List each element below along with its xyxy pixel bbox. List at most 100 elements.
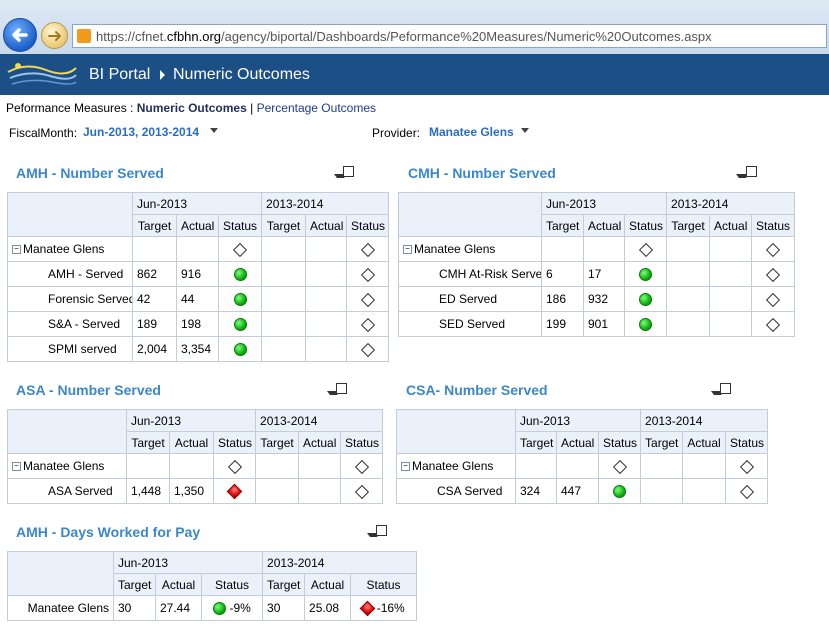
status-none-icon bbox=[360, 317, 375, 332]
table-cell bbox=[217, 311, 263, 337]
asa-panel-menu-icon[interactable] bbox=[327, 391, 340, 395]
table-cell: 199 bbox=[541, 311, 584, 337]
status-none-icon bbox=[612, 459, 627, 474]
csa-panel-menu-icon[interactable] bbox=[711, 391, 724, 395]
fiscal-month-value[interactable]: Jun-2013, 2013-2014 bbox=[83, 125, 200, 139]
back-button[interactable] bbox=[3, 18, 37, 52]
table-cell bbox=[346, 311, 390, 337]
group-label: Manatee Glens bbox=[23, 242, 105, 256]
status-red-icon bbox=[226, 484, 243, 500]
group-label: Manatee Glens bbox=[412, 459, 494, 473]
column-header: Actual bbox=[176, 214, 219, 237]
table-cell bbox=[212, 453, 257, 479]
status-delta: -16% bbox=[376, 601, 405, 615]
breadcrumb-separator-icon bbox=[160, 70, 165, 80]
table-cell bbox=[682, 478, 727, 504]
group-row: − Manatee Glens bbox=[7, 453, 384, 479]
url-text[interactable]: https://cfnet.cfbhn.org/agency/biportal/… bbox=[96, 29, 712, 44]
column-header: Actual bbox=[305, 214, 348, 237]
csa-panel-checkbox[interactable] bbox=[720, 383, 731, 394]
breadcrumb-active: Numeric Outcomes bbox=[136, 101, 247, 115]
column-header: Target bbox=[262, 573, 306, 596]
table-cell bbox=[666, 311, 711, 337]
address-bar[interactable] bbox=[72, 24, 827, 48]
table-cell: 1,350 bbox=[169, 478, 214, 504]
portal-title[interactable]: BI Portal bbox=[89, 66, 151, 83]
column-header: Target bbox=[666, 214, 711, 237]
column-header: Status bbox=[212, 431, 257, 454]
table-cell bbox=[751, 261, 796, 287]
days-panel-menu-icon[interactable] bbox=[367, 533, 380, 537]
column-header: Status bbox=[340, 431, 384, 454]
collapse-icon[interactable]: − bbox=[401, 462, 410, 472]
table-row: CSA Served 324 447 bbox=[396, 478, 769, 504]
cmh-table: Jun-2013 2013-2014 Target Actual Status Targ… bbox=[398, 192, 796, 337]
provider-value[interactable]: Manatee Glens bbox=[429, 125, 514, 139]
table-cell bbox=[346, 236, 390, 262]
cmh-panel-menu-icon[interactable] bbox=[736, 174, 749, 178]
table-cell bbox=[255, 478, 300, 504]
table-cell: SPMI served bbox=[7, 336, 133, 362]
period-header: Jun-2013 bbox=[112, 551, 264, 574]
status-none-icon bbox=[360, 267, 375, 282]
table-cell: 42 bbox=[132, 286, 177, 312]
column-header: Status bbox=[725, 431, 769, 454]
column-header: Target bbox=[255, 431, 300, 454]
amh-panel-checkbox[interactable] bbox=[343, 166, 354, 177]
table-cell bbox=[217, 286, 263, 312]
table-cell: − Manatee Glens bbox=[398, 236, 542, 262]
table-cell bbox=[666, 236, 711, 262]
status-none-icon bbox=[638, 242, 653, 257]
table-row: Manatee Glens 30 27.44 -9% 30 25.08 -16% bbox=[7, 595, 418, 621]
page-title: Numeric Outcomes bbox=[173, 66, 310, 83]
status-green-icon bbox=[233, 268, 247, 282]
status-none-icon bbox=[360, 292, 375, 307]
collapse-icon[interactable]: − bbox=[12, 462, 21, 472]
csa-panel-title: CSA- Number Served bbox=[406, 382, 548, 398]
status-none-icon bbox=[227, 459, 242, 474]
fiscal-month-label: FiscalMonth: bbox=[9, 126, 78, 140]
forward-button[interactable] bbox=[41, 22, 68, 49]
table-cell bbox=[709, 261, 753, 287]
table-cell bbox=[623, 261, 668, 287]
table-cell: − Manatee Glens bbox=[7, 453, 127, 479]
amh-panel-menu-icon[interactable] bbox=[334, 174, 347, 178]
column-header: Target bbox=[515, 431, 557, 454]
column-header: Status bbox=[200, 573, 264, 596]
table-cell bbox=[7, 409, 127, 454]
collapse-icon[interactable]: − bbox=[403, 245, 412, 255]
table-cell bbox=[126, 453, 170, 479]
status-none-icon bbox=[232, 242, 248, 257]
table-cell bbox=[709, 311, 753, 337]
period-header: 2013-2014 bbox=[255, 409, 384, 432]
table-cell: 3,354 bbox=[176, 336, 219, 362]
days-panel-title: AMH - Days Worked for Pay bbox=[16, 524, 201, 540]
table-cell bbox=[666, 261, 711, 287]
fiscal-month-dropdown-icon[interactable] bbox=[210, 128, 218, 133]
collapse-icon[interactable]: − bbox=[12, 245, 21, 255]
back-arrow-icon bbox=[12, 28, 28, 42]
status-none-icon bbox=[765, 317, 781, 332]
status-none-icon bbox=[765, 267, 781, 282]
table-cell: -9% bbox=[200, 595, 264, 621]
site-favicon-icon bbox=[77, 29, 91, 43]
table-cell bbox=[666, 286, 711, 312]
table-row: SED Served 199 901 bbox=[398, 311, 796, 337]
group-row: − Manatee Glens bbox=[398, 236, 796, 262]
asa-panel-checkbox[interactable] bbox=[336, 383, 347, 394]
days-panel-checkbox[interactable] bbox=[376, 525, 387, 536]
provider-dropdown-icon[interactable] bbox=[521, 128, 529, 133]
table-cell bbox=[346, 336, 390, 362]
table-cell bbox=[169, 453, 214, 479]
table-cell bbox=[709, 236, 753, 262]
cmh-panel-checkbox[interactable] bbox=[746, 166, 757, 177]
table-cell bbox=[623, 286, 668, 312]
table-cell bbox=[346, 261, 390, 287]
column-header: Actual bbox=[709, 214, 753, 237]
breadcrumb-prefix: Peformance Measures : bbox=[6, 101, 134, 115]
percentage-outcomes-link[interactable]: Percentage Outcomes bbox=[256, 101, 376, 115]
table-cell bbox=[305, 236, 348, 262]
amh-panel-title: AMH - Number Served bbox=[16, 165, 164, 181]
table-cell bbox=[132, 236, 177, 262]
period-header: Jun-2013 bbox=[125, 409, 257, 432]
